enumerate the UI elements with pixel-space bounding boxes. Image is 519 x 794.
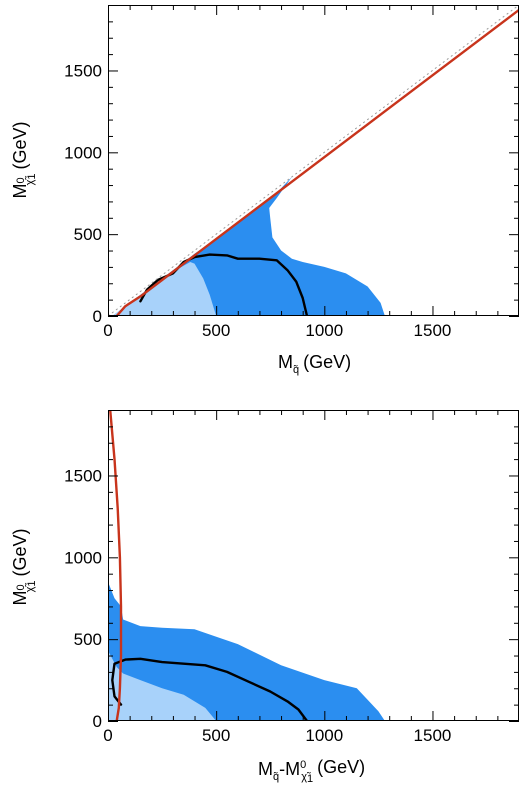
y-axis-title: M0χ̃1(GeV) xyxy=(10,528,38,605)
top-plot: 0 500 1000 1500 0 500 1000 1500 Mq̃ (GeV) M0χ̃1(Ge… xyxy=(10,5,519,376)
x-tick-label: 500 xyxy=(202,321,230,340)
y-tick-label: 1500 xyxy=(64,466,102,485)
series-black-curve xyxy=(111,657,309,721)
y-tick-label: 1500 xyxy=(64,61,102,80)
x-tick-label: 1000 xyxy=(305,726,343,745)
y-axis-title: M0χ̃1(GeV) xyxy=(10,121,38,198)
x-axis-title: Mq̃ (GeV) xyxy=(278,352,351,376)
x-axis-title: Mq̃-M0 χ̃1(GeV) xyxy=(258,757,365,785)
bottom-plot: 0 500 1000 1500 0 500 1000 1500 Mq̃-M0 χ̃1(GeV) M0… xyxy=(10,410,519,785)
series-light-region xyxy=(112,262,217,316)
series-black-curve xyxy=(139,253,309,316)
series-diagonal xyxy=(108,5,519,316)
x-tick-label: 0 xyxy=(103,321,112,340)
series-red-line xyxy=(115,8,519,316)
y-tick-label: 1000 xyxy=(64,548,102,567)
y-tick-label: 500 xyxy=(74,630,102,649)
y-tick-label: 0 xyxy=(93,307,102,326)
x-tick-label: 500 xyxy=(202,726,230,745)
y-tick-label: 500 xyxy=(74,225,102,244)
y-tick-label: 0 xyxy=(93,712,102,731)
series-light-region xyxy=(108,650,217,721)
x-tick-label: 1000 xyxy=(305,321,343,340)
x-tick-label: 1500 xyxy=(414,726,452,745)
y-tick-label: 1000 xyxy=(64,143,102,162)
x-tick-label: 1500 xyxy=(414,321,452,340)
x-tick-label: 0 xyxy=(103,726,112,745)
series-red-line xyxy=(109,410,123,721)
series-dark-region xyxy=(108,581,385,721)
